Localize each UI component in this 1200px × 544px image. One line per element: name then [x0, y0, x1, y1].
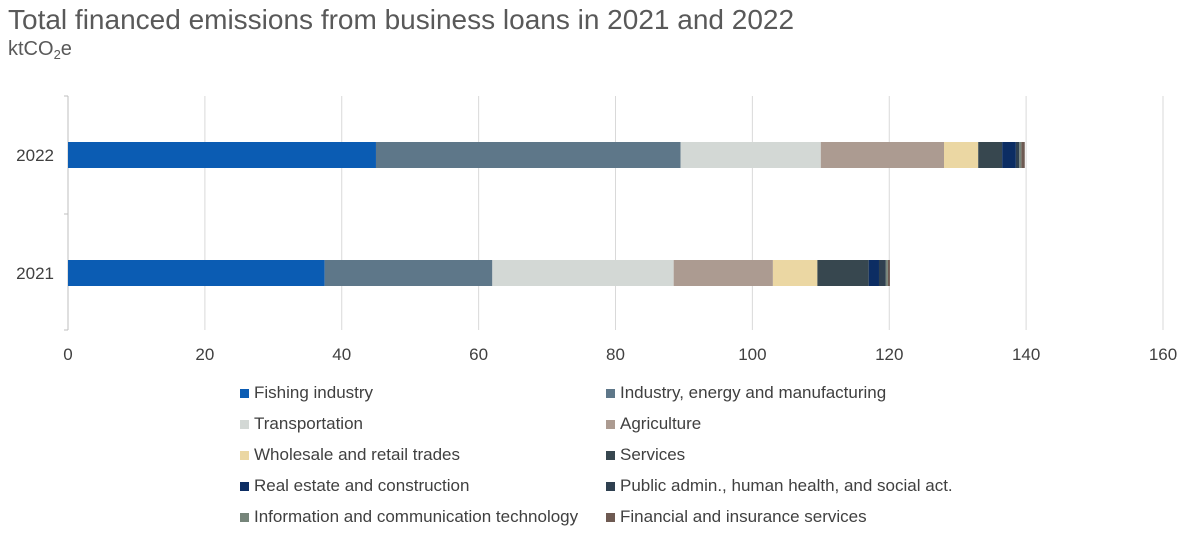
legend-swatch [606, 512, 615, 522]
chart-subtitle: ktCO2e [8, 38, 72, 62]
legend-item: Information and communication technology [240, 505, 606, 529]
legend-swatch [240, 419, 249, 429]
x-tick-label: 60 [469, 345, 488, 364]
legend-swatch [606, 450, 615, 460]
x-tick-label: 40 [332, 345, 351, 364]
legend-item: Wholesale and retail trades [240, 443, 606, 467]
bar-segment [1021, 142, 1025, 168]
bar-segment [820, 142, 944, 168]
y-category-label: 2021 [16, 264, 54, 283]
y-category-label: 2022 [16, 146, 54, 165]
x-tick-label: 120 [875, 345, 903, 364]
legend-label: Transportation [254, 414, 363, 433]
legend-swatch [606, 481, 615, 491]
unit-main: ktCO [8, 38, 54, 60]
unit-subscript: 2 [53, 47, 61, 62]
legend-label: Information and communication technology [254, 507, 579, 526]
bar-segment [772, 260, 818, 286]
bar-segment [817, 260, 869, 286]
legend-label: Wholesale and retail trades [254, 445, 461, 464]
bar-segment [1002, 142, 1016, 168]
bar-segment [1015, 142, 1020, 168]
bar-segment [68, 142, 376, 168]
legend-swatch [240, 450, 249, 460]
legend-label: Financial and insurance services [620, 507, 867, 526]
legend-swatch [240, 388, 249, 398]
legend-label: Services [620, 445, 686, 464]
bar-segment [868, 260, 879, 286]
legend-swatch [606, 388, 615, 398]
x-tick-label: 20 [195, 345, 214, 364]
legend-label: Industry, energy and manufacturing [620, 383, 887, 402]
bar-segment [375, 142, 681, 168]
bar-segment [978, 142, 1003, 168]
legend-item: Agriculture [606, 412, 1000, 436]
legend-item: Real estate and construction [240, 474, 606, 498]
x-tick-label: 140 [1012, 345, 1040, 364]
bar-segment [944, 142, 979, 168]
unit-tail: e [60, 38, 72, 60]
x-tick-label: 100 [738, 345, 766, 364]
legend-item: Services [606, 443, 1000, 467]
legend-swatch [240, 481, 249, 491]
bar-segment [878, 260, 886, 286]
chart-legend: Fishing industry Industry, energy and man… [240, 381, 1000, 529]
bar-segment [492, 260, 674, 286]
legend-label: Agriculture [620, 414, 702, 433]
legend-swatch [606, 419, 615, 429]
legend-item: Fishing industry [240, 381, 606, 405]
legend-label: Fishing industry [254, 383, 374, 402]
legend-item: Financial and insurance services [606, 505, 1000, 529]
bar-segment [673, 260, 773, 286]
bar-segment [1019, 142, 1022, 168]
legend-swatch [240, 512, 249, 522]
bar-segment [324, 260, 493, 286]
legend-label: Real estate and construction [254, 476, 470, 495]
x-tick-label: 0 [63, 345, 72, 364]
bar-segment [680, 142, 821, 168]
legend-label: Public admin., human health, and social … [620, 476, 953, 495]
bar-segment [887, 260, 890, 286]
x-tick-label: 80 [606, 345, 625, 364]
legend-item: Transportation [240, 412, 606, 436]
chart-title: Total financed emissions from business l… [8, 4, 795, 35]
legend-item: Public admin., human health, and social … [606, 474, 1000, 498]
bar-segment [885, 260, 888, 286]
bar-segment [68, 260, 325, 286]
legend-item: Industry, energy and manufacturing [606, 381, 1000, 405]
x-tick-label: 160 [1149, 345, 1177, 364]
